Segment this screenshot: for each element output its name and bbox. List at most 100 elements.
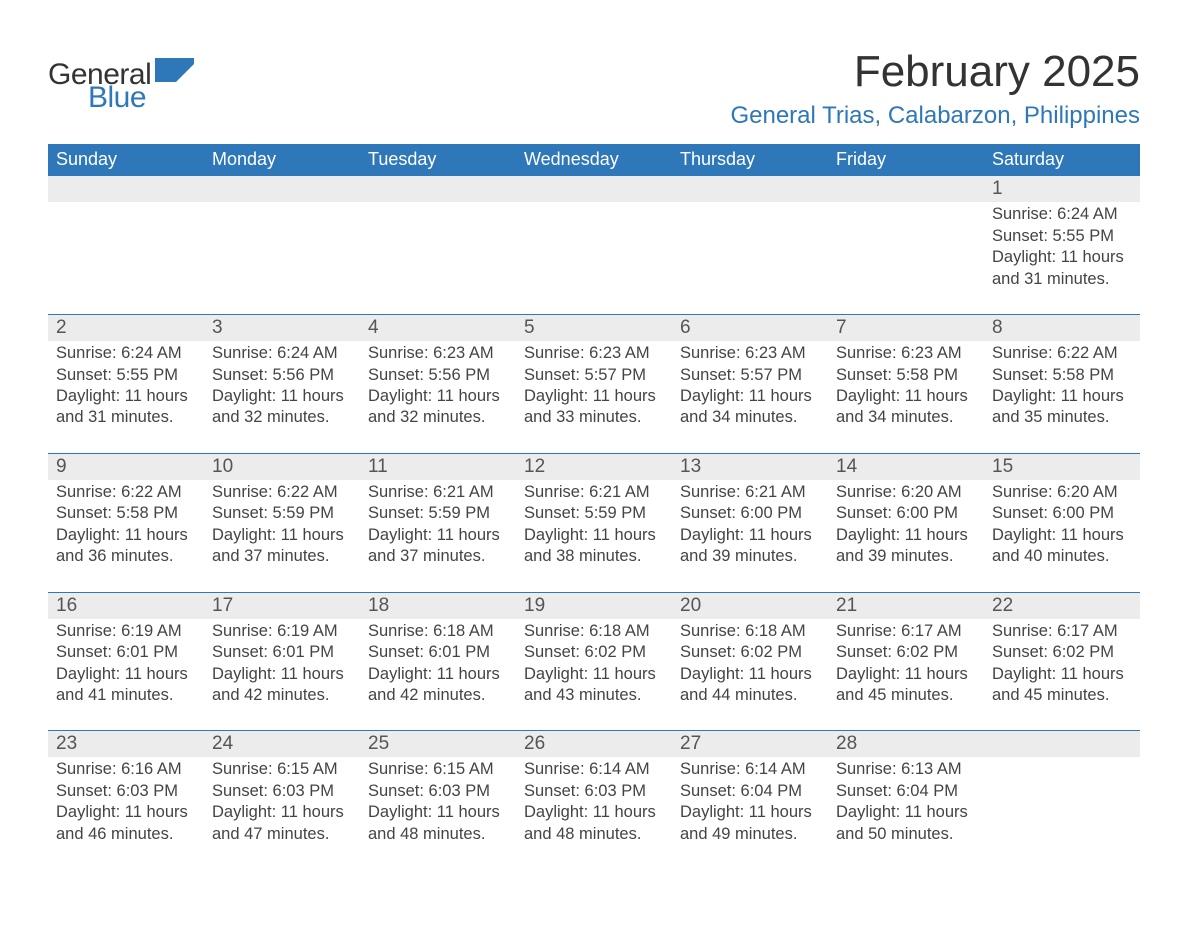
sunset-text: Sunset: 6:03 PM xyxy=(56,781,196,802)
sunset-text: Sunset: 5:56 PM xyxy=(368,365,508,386)
daylight-text: Daylight: 11 hours and 45 minutes. xyxy=(836,664,976,707)
daylight-text: Daylight: 11 hours and 46 minutes. xyxy=(56,802,196,845)
day-details: Sunrise: 6:16 AMSunset: 6:03 PMDaylight:… xyxy=(48,757,204,869)
day-number: 22 xyxy=(984,593,1140,619)
day-details: Sunrise: 6:24 AMSunset: 5:56 PMDaylight:… xyxy=(204,341,360,453)
sunrise-text: Sunrise: 6:21 AM xyxy=(368,482,508,503)
day-number: 27 xyxy=(672,731,828,757)
daylight-text: Daylight: 11 hours and 31 minutes. xyxy=(56,386,196,429)
day-number-row: 9101112131415 xyxy=(48,454,1140,480)
location-subtitle: General Trias, Calabarzon, Philippines xyxy=(730,102,1140,130)
daylight-text: Daylight: 11 hours and 39 minutes. xyxy=(680,525,820,568)
daylight-text: Daylight: 11 hours and 37 minutes. xyxy=(368,525,508,568)
day-number: 25 xyxy=(360,731,516,757)
sunrise-text: Sunrise: 6:22 AM xyxy=(212,482,352,503)
weekday-header: Thursday xyxy=(672,144,828,176)
sunset-text: Sunset: 6:04 PM xyxy=(836,781,976,802)
sunrise-text: Sunrise: 6:24 AM xyxy=(56,343,196,364)
day-number: 13 xyxy=(672,454,828,480)
day-details xyxy=(360,202,516,314)
sunset-text: Sunset: 5:59 PM xyxy=(368,503,508,524)
sunset-text: Sunset: 6:00 PM xyxy=(836,503,976,524)
day-number-row: 16171819202122 xyxy=(48,593,1140,619)
day-details: Sunrise: 6:19 AMSunset: 6:01 PMDaylight:… xyxy=(48,619,204,731)
sunset-text: Sunset: 5:56 PM xyxy=(212,365,352,386)
daylight-text: Daylight: 11 hours and 45 minutes. xyxy=(992,664,1132,707)
day-details-row: Sunrise: 6:19 AMSunset: 6:01 PMDaylight:… xyxy=(48,619,1140,731)
day-details: Sunrise: 6:22 AMSunset: 5:58 PMDaylight:… xyxy=(984,341,1140,453)
sunset-text: Sunset: 5:59 PM xyxy=(212,503,352,524)
weekday-header: Friday xyxy=(828,144,984,176)
day-details: Sunrise: 6:14 AMSunset: 6:03 PMDaylight:… xyxy=(516,757,672,869)
day-number: 17 xyxy=(204,593,360,619)
day-number-row: 2345678 xyxy=(48,315,1140,341)
day-details: Sunrise: 6:18 AMSunset: 6:01 PMDaylight:… xyxy=(360,619,516,731)
day-number xyxy=(48,176,204,202)
sunrise-text: Sunrise: 6:21 AM xyxy=(680,482,820,503)
weekday-header: Tuesday xyxy=(360,144,516,176)
sunset-text: Sunset: 5:59 PM xyxy=(524,503,664,524)
week-row: 2345678Sunrise: 6:24 AMSunset: 5:55 PMDa… xyxy=(48,314,1140,453)
sunrise-text: Sunrise: 6:24 AM xyxy=(992,204,1132,225)
sunset-text: Sunset: 6:02 PM xyxy=(836,642,976,663)
sunset-text: Sunset: 6:03 PM xyxy=(212,781,352,802)
day-number: 1 xyxy=(984,176,1140,202)
sunrise-text: Sunrise: 6:15 AM xyxy=(212,759,352,780)
sunrise-text: Sunrise: 6:18 AM xyxy=(524,621,664,642)
title-block: February 2025 General Trias, Calabarzon,… xyxy=(730,48,1140,130)
page: General Blue February 2025 General Trias… xyxy=(0,0,1188,929)
day-number: 5 xyxy=(516,315,672,341)
daylight-text: Daylight: 11 hours and 32 minutes. xyxy=(368,386,508,429)
sunrise-text: Sunrise: 6:18 AM xyxy=(368,621,508,642)
sunset-text: Sunset: 5:58 PM xyxy=(56,503,196,524)
day-details-row: Sunrise: 6:16 AMSunset: 6:03 PMDaylight:… xyxy=(48,757,1140,869)
sunrise-text: Sunrise: 6:14 AM xyxy=(680,759,820,780)
day-details: Sunrise: 6:22 AMSunset: 5:58 PMDaylight:… xyxy=(48,480,204,592)
daylight-text: Daylight: 11 hours and 42 minutes. xyxy=(368,664,508,707)
sunrise-text: Sunrise: 6:19 AM xyxy=(212,621,352,642)
day-number: 24 xyxy=(204,731,360,757)
sunset-text: Sunset: 5:55 PM xyxy=(992,226,1132,247)
sunset-text: Sunset: 6:04 PM xyxy=(680,781,820,802)
calendar: Sunday Monday Tuesday Wednesday Thursday… xyxy=(48,144,1140,869)
day-details-row: Sunrise: 6:24 AMSunset: 5:55 PMDaylight:… xyxy=(48,202,1140,314)
weekday-header-row: Sunday Monday Tuesday Wednesday Thursday… xyxy=(48,144,1140,176)
week-row: 232425262728Sunrise: 6:16 AMSunset: 6:03… xyxy=(48,730,1140,869)
day-number: 4 xyxy=(360,315,516,341)
daylight-text: Daylight: 11 hours and 31 minutes. xyxy=(992,247,1132,290)
day-details xyxy=(204,202,360,314)
day-number: 3 xyxy=(204,315,360,341)
daylight-text: Daylight: 11 hours and 50 minutes. xyxy=(836,802,976,845)
day-number xyxy=(828,176,984,202)
day-details: Sunrise: 6:23 AMSunset: 5:56 PMDaylight:… xyxy=(360,341,516,453)
daylight-text: Daylight: 11 hours and 34 minutes. xyxy=(680,386,820,429)
day-number-row: 1 xyxy=(48,176,1140,202)
sunrise-text: Sunrise: 6:23 AM xyxy=(524,343,664,364)
sunset-text: Sunset: 6:01 PM xyxy=(368,642,508,663)
day-details xyxy=(672,202,828,314)
day-details: Sunrise: 6:23 AMSunset: 5:57 PMDaylight:… xyxy=(672,341,828,453)
sunset-text: Sunset: 5:57 PM xyxy=(680,365,820,386)
daylight-text: Daylight: 11 hours and 35 minutes. xyxy=(992,386,1132,429)
sunrise-text: Sunrise: 6:23 AM xyxy=(836,343,976,364)
day-number: 14 xyxy=(828,454,984,480)
daylight-text: Daylight: 11 hours and 48 minutes. xyxy=(524,802,664,845)
day-details-row: Sunrise: 6:24 AMSunset: 5:55 PMDaylight:… xyxy=(48,341,1140,453)
day-number: 26 xyxy=(516,731,672,757)
sunrise-text: Sunrise: 6:19 AM xyxy=(56,621,196,642)
sunrise-text: Sunrise: 6:18 AM xyxy=(680,621,820,642)
sunset-text: Sunset: 6:01 PM xyxy=(212,642,352,663)
sunset-text: Sunset: 6:00 PM xyxy=(680,503,820,524)
day-number xyxy=(204,176,360,202)
daylight-text: Daylight: 11 hours and 39 minutes. xyxy=(836,525,976,568)
day-number: 19 xyxy=(516,593,672,619)
day-number xyxy=(672,176,828,202)
sunset-text: Sunset: 5:57 PM xyxy=(524,365,664,386)
day-details: Sunrise: 6:15 AMSunset: 6:03 PMDaylight:… xyxy=(360,757,516,869)
weeks-container: 1Sunrise: 6:24 AMSunset: 5:55 PMDaylight… xyxy=(48,176,1140,869)
day-details: Sunrise: 6:21 AMSunset: 6:00 PMDaylight:… xyxy=(672,480,828,592)
sunrise-text: Sunrise: 6:13 AM xyxy=(836,759,976,780)
sunset-text: Sunset: 5:55 PM xyxy=(56,365,196,386)
day-details xyxy=(516,202,672,314)
day-number: 11 xyxy=(360,454,516,480)
